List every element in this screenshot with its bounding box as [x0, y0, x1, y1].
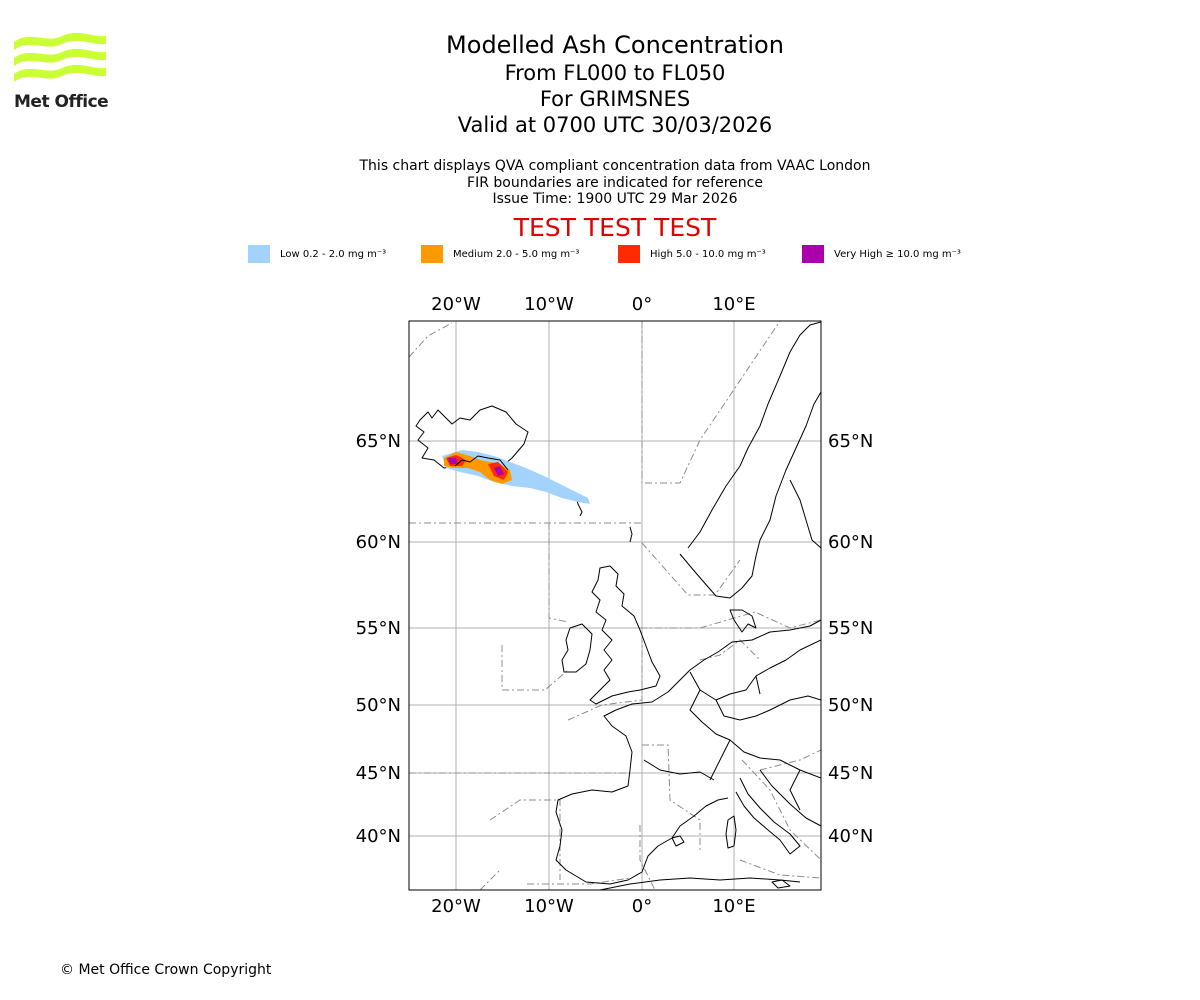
legend-label-medium: Medium 2.0 - 5.0 mg m⁻³: [453, 248, 580, 260]
lon-label-top-10e: 10°E: [712, 294, 755, 315]
coast-sicily: [771, 879, 791, 889]
fir-boundary-nw: [409, 322, 453, 358]
lat-label-left-40n: 40°N: [356, 826, 401, 847]
ash-map: 20°W 10°W 0° 10°E 20°W 10°W 0° 10°E 65°N…: [356, 294, 874, 915]
fir-boundary-italy: [741, 759, 821, 861]
fir-boundary-iberia: [489, 799, 561, 880]
lat-label-right-45n: 45°N: [828, 763, 873, 784]
valid-time: Valid at 0700 UTC 30/03/2026: [457, 113, 773, 137]
lon-labels-top: 20°W 10°W 0° 10°E: [431, 294, 755, 315]
info-line-fir: FIR boundaries are indicated for referen…: [467, 174, 763, 191]
legend-item-high: High 5.0 - 10.0 mg m⁻³: [618, 244, 766, 264]
coast-sardinia: [725, 815, 737, 849]
legend-swatch-low: [248, 245, 270, 263]
lat-label-left-55n: 55°N: [356, 618, 401, 639]
lat-labels-right: 65°N 60°N 55°N 50°N 45°N 40°N: [828, 431, 873, 847]
flight-level-range: From FL000 to FL050: [504, 61, 726, 85]
info-line-qva: This chart displays QVA compliant concen…: [359, 158, 871, 174]
lon-label-bottom-10e: 10°E: [712, 896, 755, 915]
coast-scandinavia: [679, 321, 821, 599]
lon-label-bottom-10w: 10°W: [524, 896, 574, 915]
coast-great-britain: [589, 565, 661, 705]
fir-boundary-germany: [699, 639, 761, 661]
coast-shetland: [629, 526, 633, 543]
lat-label-left-50n: 50°N: [356, 695, 401, 716]
lat-label-left-45n: 45°N: [356, 763, 401, 784]
fir-boundary-brest: [567, 640, 643, 721]
legend-label-low: Low 0.2 - 2.0 mg m⁻³: [280, 248, 387, 260]
legend-label-very-high: Very High ≥ 10.0 mg m⁻³: [834, 248, 961, 260]
fir-boundary-shanwick-east: [548, 523, 569, 623]
lon-label-bottom-20w: 20°W: [431, 896, 481, 915]
fir-boundary-norway-sea: [641, 321, 781, 484]
legend-swatch-medium: [421, 245, 443, 263]
coast-denmark: [729, 609, 757, 633]
map-frame: [408, 320, 822, 891]
coast-adriatic: [759, 769, 821, 827]
lat-label-right-50n: 50°N: [828, 695, 873, 716]
coast-iceland-south: [454, 455, 509, 471]
fir-boundary-spain-south: [639, 825, 656, 890]
legend-item-medium: Medium 2.0 - 5.0 mg m⁻³: [421, 244, 579, 264]
lat-labels-left: 65°N 60°N 55°N 50°N 45°N 40°N: [356, 431, 401, 847]
chart-header: Modelled Ash Concentration From FL000 to…: [315, 30, 915, 138]
met-office-wave-icon: [14, 32, 106, 82]
chart-info: This chart displays QVA compliant concen…: [315, 158, 915, 208]
fir-boundary-adriatic: [759, 749, 821, 771]
lat-label-right-60n: 60°N: [828, 532, 873, 553]
fir-boundary-med: [739, 859, 821, 879]
concentration-legend: Low 0.2 - 2.0 mg m⁻³ Medium 2.0 - 5.0 mg…: [248, 244, 1008, 264]
coast-italy: [735, 777, 801, 855]
lat-label-right-55n: 55°N: [828, 618, 873, 639]
coast-balearic: [671, 835, 685, 847]
fir-boundary-55n: [640, 611, 821, 629]
coast-ireland: [561, 623, 593, 673]
coast-north-africa: [599, 877, 801, 890]
ash-plume: [442, 450, 590, 504]
volcano-name: For GRIMSNES: [539, 87, 691, 111]
legend-item-low: Low 0.2 - 2.0 mg m⁻³: [248, 244, 386, 264]
fir-boundary-north-sea: [641, 542, 741, 596]
fir-boundary-france: [642, 744, 701, 850]
lon-label-top-20w: 20°W: [431, 294, 481, 315]
lon-label-top-10w: 10°W: [524, 294, 574, 315]
test-banner: TEST TEST TEST: [513, 213, 717, 242]
lon-labels-bottom: 20°W 10°W 0° 10°E: [431, 896, 755, 915]
legend-item-very-high: Very High ≥ 10.0 mg m⁻³: [802, 244, 961, 264]
lon-label-bottom-0: 0°: [632, 896, 652, 915]
lat-label-right-65n: 65°N: [828, 431, 873, 452]
ash-very-high-east: [494, 466, 504, 476]
fir-boundary-south: [527, 877, 631, 885]
legend-swatch-high: [618, 245, 640, 263]
lat-label-left-65n: 65°N: [356, 431, 401, 452]
lat-label-left-60n: 60°N: [356, 532, 401, 553]
coast-baltic: [789, 479, 821, 549]
lon-label-top-0: 0°: [632, 294, 652, 315]
legend-swatch-very-high: [802, 245, 824, 263]
copyright-notice: © Met Office Crown Copyright: [60, 962, 272, 978]
coast-north-europe: [667, 619, 821, 693]
borders-europe: [643, 639, 821, 811]
map-background: [409, 321, 821, 890]
fir-boundary-sw: [479, 869, 501, 890]
fir-boundaries: [409, 321, 821, 890]
ash-very-high-west: [448, 458, 458, 464]
fir-boundary-ireland: [501, 645, 569, 691]
legend-label-high: High 5.0 - 10.0 mg m⁻³: [650, 248, 766, 260]
coastlines: [415, 321, 821, 890]
met-office-wordmark: Met Office: [14, 92, 109, 112]
met-office-logo: Met Office: [14, 30, 110, 112]
chart-title: Modelled Ash Concentration: [446, 31, 784, 59]
lat-label-right-40n: 40°N: [828, 826, 873, 847]
coast-iceland: [415, 405, 529, 475]
info-line-issue-time: Issue Time: 1900 UTC 29 Mar 2026: [492, 191, 738, 207]
